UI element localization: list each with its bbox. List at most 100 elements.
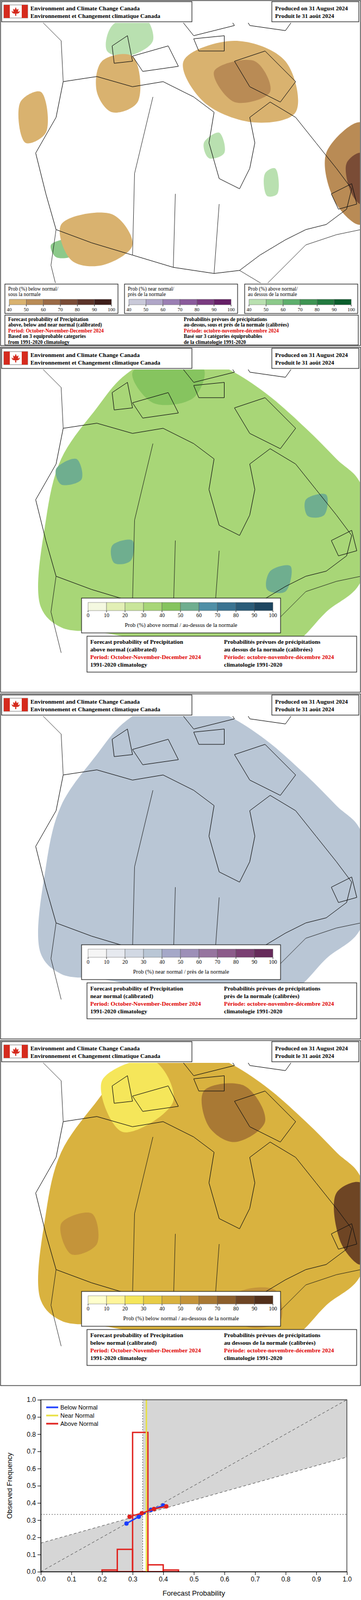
border-line xyxy=(132,1135,154,1294)
colorbar-tick-label: 60 xyxy=(196,957,202,964)
colorbar-tick xyxy=(249,304,250,307)
tick-mark xyxy=(37,1449,41,1451)
colorbar-cell xyxy=(88,948,107,957)
colorbar-cell xyxy=(143,948,163,957)
coastline xyxy=(331,1222,357,1249)
header-box xyxy=(271,694,359,715)
border-line xyxy=(132,96,154,255)
colorbar-tick-label: 60 xyxy=(196,1304,202,1311)
caption-note: 1991-2020 climatology xyxy=(90,660,148,668)
tick-mark xyxy=(163,1570,164,1574)
header-date: Produit le 31 août 2024 xyxy=(275,358,335,366)
colorbar-tick xyxy=(265,304,267,307)
caption-period: Period: October-November-December 2024 xyxy=(90,999,202,1006)
border-line xyxy=(214,203,220,274)
coastline xyxy=(173,22,235,36)
tick: 0.3 xyxy=(128,1570,138,1582)
legend-swatch xyxy=(46,1413,59,1416)
colorbar-cell xyxy=(143,1294,163,1303)
colorbar-cell xyxy=(125,601,144,611)
header-org: Environment and Climate Change Canada xyxy=(30,351,140,358)
tick: 0.0 xyxy=(36,1570,46,1582)
colorbar-tick-label: 90 xyxy=(251,957,258,964)
tick-label: 0.1 xyxy=(66,1573,77,1582)
colorbar-tick-label: 0 xyxy=(86,1304,90,1311)
coastline xyxy=(35,76,352,274)
caption-title: above normal (calibrated) xyxy=(90,645,158,653)
flag-bg xyxy=(3,1043,28,1057)
coastline xyxy=(331,183,357,210)
tick-mark xyxy=(194,1570,195,1574)
colorbar-tick-label: 60 xyxy=(160,306,166,313)
perfect-line xyxy=(40,1398,347,1571)
colorbar-cell xyxy=(9,299,27,305)
colorbar-cell xyxy=(198,601,218,611)
colorbar-cell xyxy=(316,299,334,305)
coastline xyxy=(193,1074,224,1091)
header-box xyxy=(271,347,359,369)
colorbar-tick-label: 90 xyxy=(251,1304,258,1311)
caption-note: from 1991-2020 climatology xyxy=(8,339,70,345)
coastline xyxy=(331,876,357,902)
colorbar-cell xyxy=(334,299,352,305)
colorbar-tick-label: 20 xyxy=(122,1304,128,1311)
colorbar-tick-label: 40 xyxy=(159,611,165,618)
tick-mark xyxy=(37,1432,41,1434)
plot-area xyxy=(40,1398,347,1571)
tick-mark xyxy=(224,1570,226,1574)
tick: 0.3 xyxy=(26,1515,41,1523)
tick: 0.2 xyxy=(97,1570,108,1582)
border-line xyxy=(51,922,62,999)
reliability-chart: 0.00.10.20.30.40.50.60.70.80.91.00.00.10… xyxy=(5,1394,352,1596)
header-box xyxy=(1,1040,192,1061)
maple-leaf xyxy=(11,1046,21,1055)
tick-mark xyxy=(37,1518,41,1520)
tick-label: 1.0 xyxy=(26,1394,36,1403)
page: Environment and Climate Change CanadaEnv… xyxy=(0,0,361,1599)
colorbar-tick-label: 70 xyxy=(214,1304,221,1311)
colorbar-cell xyxy=(106,948,126,957)
tick: 0.0 xyxy=(26,1566,41,1574)
colorbar-tick xyxy=(111,304,112,307)
legend-box xyxy=(81,597,281,633)
caption-title: Forecast probability of Precipitation xyxy=(90,1330,184,1337)
caption-period: Period: October-November-December 2024 xyxy=(90,1345,202,1353)
flag-bg xyxy=(3,697,28,711)
colorbar-tick xyxy=(9,304,10,307)
legend-title: au dessus de la normale xyxy=(247,291,297,297)
border-line xyxy=(51,1268,62,1346)
probability-area xyxy=(201,1082,266,1142)
colorbar-tick-label: 10 xyxy=(103,957,110,964)
caption-title: au dessous de la normale (calibrées) xyxy=(223,1337,316,1346)
coastline xyxy=(111,1074,133,1103)
colorbar-cell xyxy=(254,948,273,957)
tick: 0.8 xyxy=(281,1570,291,1582)
colorbar-cell xyxy=(254,1294,273,1303)
header-box xyxy=(271,1040,359,1061)
series-line xyxy=(145,1398,148,1571)
tick-mark xyxy=(37,1570,41,1571)
colorbar-tick xyxy=(231,304,232,307)
probability-area xyxy=(345,152,360,204)
header-org: Environment and Climate Change Canada xyxy=(30,4,140,12)
colorbar-cell xyxy=(235,601,255,611)
colorbar-cell xyxy=(179,299,197,305)
caption-box xyxy=(4,314,359,345)
coastline xyxy=(132,738,179,764)
colorbar-tick xyxy=(128,304,130,307)
probability-area xyxy=(110,539,135,564)
legend: Below NormalNear NormalAbove Normal xyxy=(46,1402,99,1426)
header-org: Environnement et Changement climatique C… xyxy=(30,358,161,366)
legend-label: Above Normal xyxy=(60,1418,99,1426)
legend-box xyxy=(81,943,281,979)
tick-label: 0.5 xyxy=(26,1480,36,1489)
maple-leaf xyxy=(11,353,21,363)
colorbar-tick xyxy=(77,304,78,307)
tick-label: 0.9 xyxy=(26,1411,36,1420)
header-date: Produced on 31 August 2024 xyxy=(275,697,348,705)
colorbar-tick-label: 50 xyxy=(177,1304,184,1311)
tick: 0.5 xyxy=(26,1480,41,1489)
colorbar-cell xyxy=(180,948,199,957)
tick-mark xyxy=(37,1415,41,1417)
colorbar-cell xyxy=(106,601,126,611)
